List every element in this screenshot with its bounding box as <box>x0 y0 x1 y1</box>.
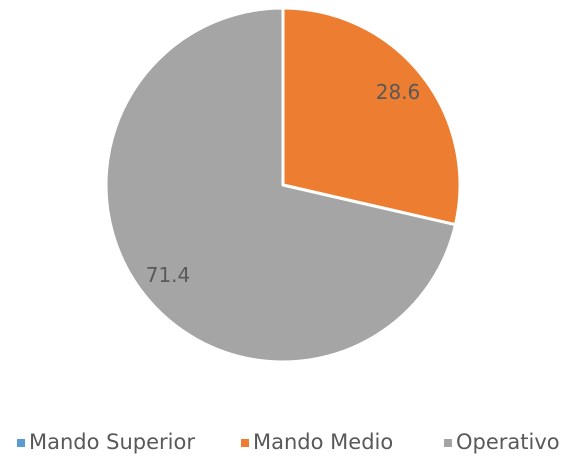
legend-label: Mando Superior <box>29 430 195 454</box>
legend-label: Operativo <box>456 430 560 454</box>
legend-label: Mando Medio <box>253 430 393 454</box>
pie-slice <box>281 6 462 227</box>
pie-slice <box>104 6 457 364</box>
data-label: 28.6 <box>376 80 421 104</box>
data-label: 71.4 <box>146 263 191 287</box>
legend-swatch <box>17 439 25 447</box>
legend-swatch <box>241 439 249 447</box>
legend-swatch <box>444 439 452 447</box>
